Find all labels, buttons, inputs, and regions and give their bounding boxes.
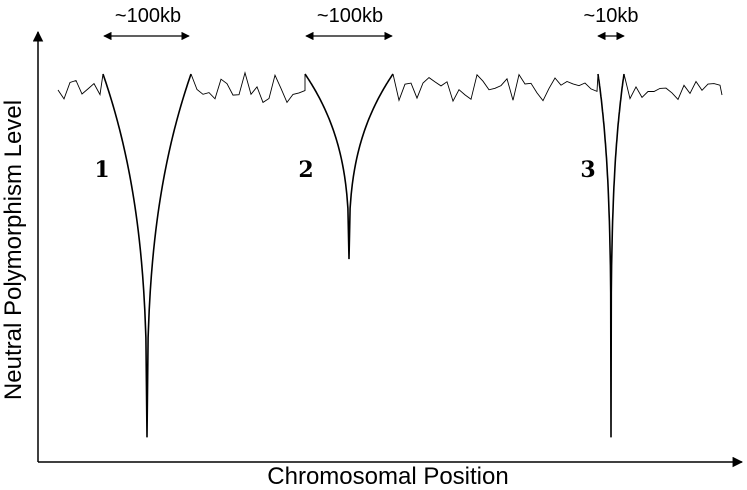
polymorphism-noise-trace [57,71,723,104]
y-axis-label: Neutral Polymorphism Level [0,100,27,400]
valley-3-curve [597,73,625,438]
x-axis-label: Chromosomal Position [267,463,508,490]
valley-2-label: 2 [298,157,313,183]
valley-3-label: 3 [580,157,595,183]
valley-1-label: 1 [94,157,109,183]
valley-2-span-label: ~100kb [317,5,383,27]
valley-1-curve [102,73,192,438]
valley-1-span-label: ~100kb [115,5,181,27]
valley-3-span-label: ~10kb [583,5,638,27]
valley-2-curve [304,73,394,260]
